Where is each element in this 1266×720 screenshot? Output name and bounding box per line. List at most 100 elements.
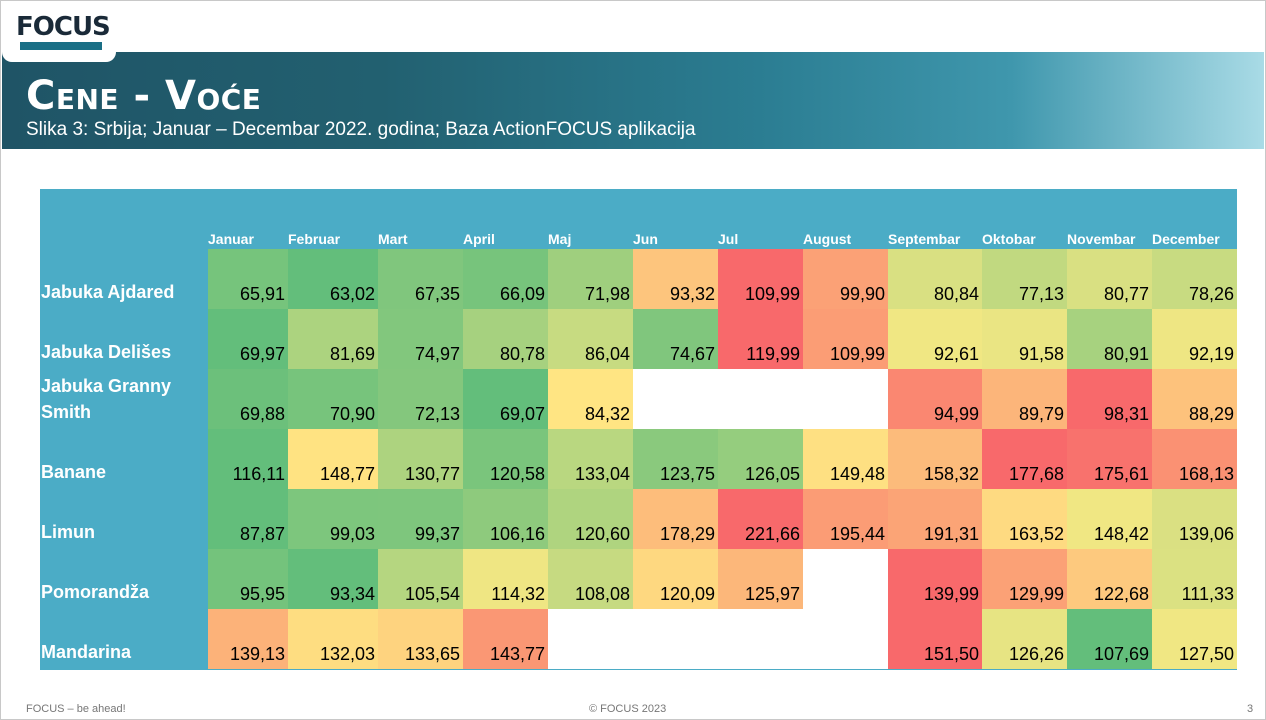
- heatmap-cell: 139,99: [888, 549, 982, 609]
- column-header-septembar: Septembar: [888, 231, 961, 247]
- heatmap-cell: 109,99: [718, 249, 803, 309]
- column-header-novembar: Novembar: [1067, 231, 1136, 247]
- heatmap-cell: 80,84: [888, 249, 982, 309]
- heatmap-cell: 132,03: [288, 609, 378, 669]
- heatmap-cell: 74,97: [378, 309, 463, 369]
- empty-cell: [803, 549, 888, 609]
- heatmap-cell: 80,91: [1067, 309, 1152, 369]
- heatmap-cell: 78,26: [1152, 249, 1237, 309]
- heatmap-cell: 143,77: [463, 609, 548, 669]
- heatmap-cell: 106,16: [463, 489, 548, 549]
- row-label: Pomorandža: [41, 582, 150, 602]
- heatmap-cell: 158,32: [888, 429, 982, 489]
- heatmap-cell: 133,04: [548, 429, 633, 489]
- heatmap-cell: 163,52: [982, 489, 1067, 549]
- column-header-jun: Jun: [633, 231, 658, 247]
- heatmap-cell: 77,13: [982, 249, 1067, 309]
- heatmap-cell: 125,97: [718, 549, 803, 609]
- heatmap-cell: 108,08: [548, 549, 633, 609]
- heatmap-cell: 93,34: [288, 549, 378, 609]
- column-header-januar: Januar: [208, 231, 254, 247]
- focus-logo: FOCUS: [16, 12, 111, 54]
- heatmap-cell: 148,42: [1067, 489, 1152, 549]
- empty-cell: [718, 369, 803, 429]
- column-header-oktobar: Oktobar: [982, 231, 1036, 247]
- footer-tagline: FOCUS – be ahead!: [26, 703, 126, 715]
- page-subtitle: Slika 3: Srbija; Januar – Decembar 2022.…: [26, 119, 696, 140]
- empty-cell: [718, 609, 803, 669]
- heatmap-cell: 122,68: [1067, 549, 1152, 609]
- heatmap-cell: 111,33: [1152, 549, 1237, 609]
- column-header-februar: Februar: [288, 231, 341, 247]
- heatmap-cell: 109,99: [803, 309, 888, 369]
- heatmap-cell: 126,26: [982, 609, 1067, 669]
- heatmap-cell: 221,66: [718, 489, 803, 549]
- footer-copyright: © FOCUS 2023: [589, 703, 667, 715]
- heatmap-cell: 177,68: [982, 429, 1067, 489]
- row-label: Jabuka Ajdared: [41, 282, 175, 302]
- column-header-december: December: [1152, 231, 1220, 247]
- heatmap-cell: 81,69: [288, 309, 378, 369]
- heatmap-cell: 114,32: [463, 549, 548, 609]
- heatmap-cell: 86,04: [548, 309, 633, 369]
- heatmap-cell: 119,99: [718, 309, 803, 369]
- logo-underline: [20, 42, 102, 50]
- heatmap-cell: 80,78: [463, 309, 548, 369]
- heatmap-cell: 93,32: [633, 249, 718, 309]
- heatmap-cell: 130,77: [378, 429, 463, 489]
- column-header-maj: Maj: [548, 231, 572, 247]
- heatmap-cell: 178,29: [633, 489, 718, 549]
- heatmap-cell: 107,69: [1067, 609, 1152, 669]
- heatmap-cell: 105,54: [378, 549, 463, 609]
- heatmap-cell: 127,50: [1152, 609, 1237, 669]
- heatmap-cell: 66,09: [463, 249, 548, 309]
- heatmap-cell: 87,87: [208, 489, 288, 549]
- heatmap-cell: 149,48: [803, 429, 888, 489]
- heatmap-cell: 91,58: [982, 309, 1067, 369]
- logo-text: FOCUS: [16, 12, 111, 42]
- heatmap-cell: 80,77: [1067, 249, 1152, 309]
- heatmap-cell: 72,13: [378, 369, 463, 429]
- heatmap-cell: 126,05: [718, 429, 803, 489]
- heatmap-cell: 69,07: [463, 369, 548, 429]
- heatmap-cell: 120,60: [548, 489, 633, 549]
- heatmap-cell: 63,02: [288, 249, 378, 309]
- page-number: 3: [1247, 703, 1254, 715]
- heatmap-cell: 168,13: [1152, 429, 1237, 489]
- heatmap-cell: 92,19: [1152, 309, 1237, 369]
- heatmap-cell: 175,61: [1067, 429, 1152, 489]
- column-header-mart: Mart: [378, 231, 408, 247]
- heatmap-cell: 74,67: [633, 309, 718, 369]
- empty-cell: [803, 609, 888, 669]
- heatmap-cell: 89,79: [982, 369, 1067, 429]
- heatmap-cell: 70,90: [288, 369, 378, 429]
- logo-tab: [2, 2, 116, 62]
- heatmap-cell: 99,90: [803, 249, 888, 309]
- heatmap-cell: 92,61: [888, 309, 982, 369]
- empty-cell: [803, 369, 888, 429]
- heatmap-cell: 148,77: [288, 429, 378, 489]
- heatmap-cell: 95,95: [208, 549, 288, 609]
- heatmap-cell: 120,09: [633, 549, 718, 609]
- column-header-april: April: [463, 231, 495, 247]
- heatmap-cell: 99,03: [288, 489, 378, 549]
- title-banner: [2, 52, 1264, 149]
- heatmap-cell: 71,98: [548, 249, 633, 309]
- heatmap-cell: 139,06: [1152, 489, 1237, 549]
- row-label: Jabuka Granny Smith: [41, 376, 172, 422]
- heatmap-cell: 151,50: [888, 609, 982, 669]
- column-header-jul: Jul: [718, 231, 739, 247]
- heatmap-cell: 133,65: [378, 609, 463, 669]
- heatmap-cell: 69,88: [208, 369, 288, 429]
- heatmap-cell: 88,29: [1152, 369, 1237, 429]
- heatmap-cell: 195,44: [803, 489, 888, 549]
- heatmap-cell: 98,31: [1067, 369, 1152, 429]
- heatmap-cell: 84,32: [548, 369, 633, 429]
- heatmap-cell: 67,35: [378, 249, 463, 309]
- heatmap-cell: 94,99: [888, 369, 982, 429]
- heatmap-cell: 191,31: [888, 489, 982, 549]
- row-label: Banane: [41, 462, 107, 482]
- heatmap-cell: 116,11: [208, 429, 288, 489]
- heatmap-cell: 129,99: [982, 549, 1067, 609]
- empty-cell: [548, 609, 633, 669]
